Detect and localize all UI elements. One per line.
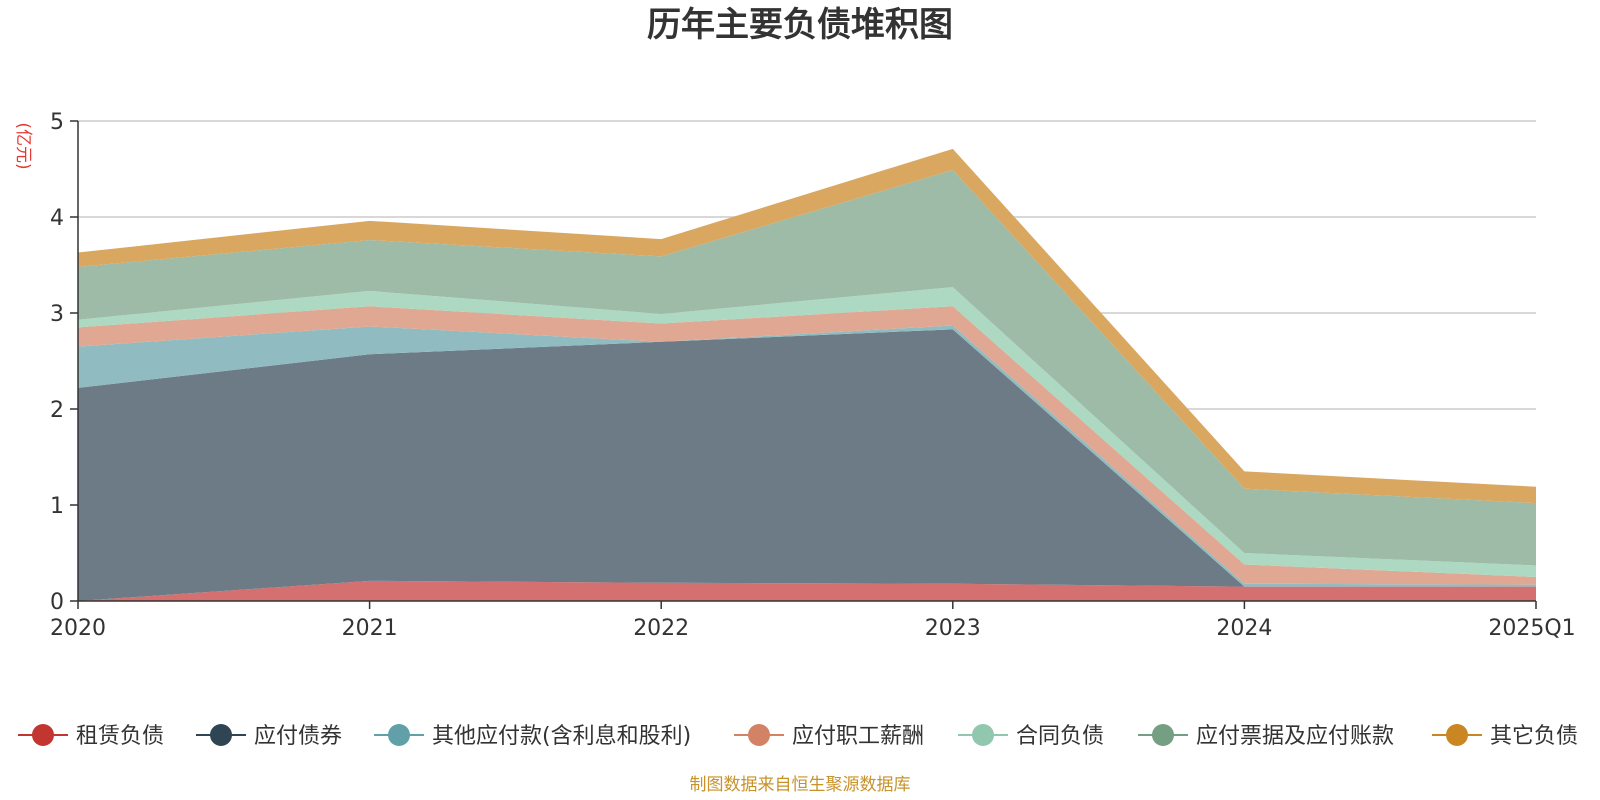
legend-marker [1446, 724, 1468, 746]
legend-marker [388, 724, 410, 746]
legend-marker [32, 724, 54, 746]
legend-item-6[interactable]: 其它负债 [1432, 724, 1578, 749]
area-series-6 [78, 148, 1536, 504]
y-tick-label: 1 [50, 494, 64, 519]
chart-title: 历年主要负债堆积图 [647, 5, 953, 45]
legend-label: 应付职工薪酬 [792, 724, 924, 749]
area-series-4 [78, 287, 1536, 577]
legend-item-0[interactable]: 租赁负债 [18, 724, 164, 749]
legend-item-2[interactable]: 其他应付款(含利息和股利) [374, 724, 691, 749]
legend-item-1[interactable]: 应付债券 [196, 724, 342, 749]
legend-marker [748, 724, 770, 746]
x-tick-label: 2023 [925, 616, 981, 641]
y-tick-label: 4 [50, 206, 64, 231]
x-tick-label: 2025Q1 [1488, 616, 1575, 641]
data-source-note: 制图数据来自恒生聚源数据库 [690, 775, 911, 795]
legend-label: 其他应付款(含利息和股利) [432, 724, 691, 749]
legend-item-3[interactable]: 应付职工薪酬 [734, 724, 924, 749]
legend-marker [1152, 724, 1174, 746]
legend-label: 其它负债 [1490, 724, 1578, 749]
legend-item-5[interactable]: 应付票据及应付账款 [1138, 724, 1394, 749]
legend-label: 应付票据及应付账款 [1196, 724, 1394, 749]
y-tick-label: 5 [50, 110, 64, 135]
area-series-2 [78, 325, 1536, 587]
area-series-1 [78, 329, 1536, 601]
x-tick-label: 2024 [1216, 616, 1272, 641]
area-series-5 [78, 169, 1536, 566]
legend-label: 租赁负债 [76, 724, 164, 749]
legend-marker [210, 724, 232, 746]
y-tick-label: 3 [50, 302, 64, 327]
area-series-0 [78, 580, 1536, 601]
y-tick-label: 0 [50, 590, 64, 615]
y-tick-label: 2 [50, 398, 64, 423]
y-axis-unit-label: (亿元) [13, 122, 33, 169]
legend-label: 合同负债 [1016, 724, 1104, 749]
legend-marker [972, 724, 994, 746]
legend-label: 应付债券 [254, 724, 342, 749]
x-tick-label: 2021 [342, 616, 398, 641]
area-series-3 [78, 306, 1536, 585]
legend-item-4[interactable]: 合同负债 [958, 724, 1104, 749]
x-tick-label: 2022 [633, 616, 689, 641]
x-tick-label: 2020 [50, 616, 106, 641]
